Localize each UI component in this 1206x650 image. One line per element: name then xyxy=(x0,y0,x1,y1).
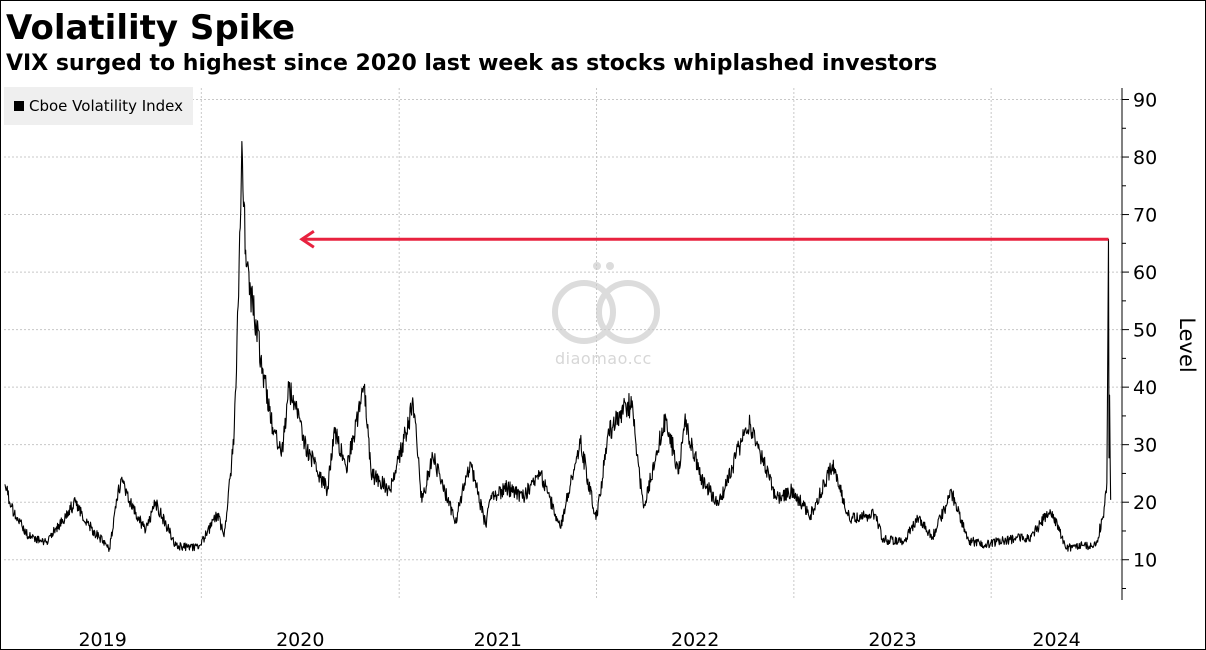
x-tick-label: 2023 xyxy=(868,629,916,650)
x-tick-label: 2021 xyxy=(474,629,522,650)
y-tick-label: 30 xyxy=(1133,435,1157,457)
gridlines xyxy=(4,88,1122,600)
legend-label-cboe-volatility-index: Cboe Volatility Index xyxy=(29,97,184,115)
y-tick-label: 90 xyxy=(1133,90,1157,112)
x-tick-label: 2024 xyxy=(1032,629,1080,650)
y-tick-label: 50 xyxy=(1133,320,1157,342)
x-tick-label: 2020 xyxy=(276,629,324,650)
annotation-layer xyxy=(299,230,1109,249)
y-tick-label: 20 xyxy=(1133,492,1157,514)
y-tick-label: 10 xyxy=(1133,550,1157,572)
y-axis-label: Level xyxy=(1175,317,1199,372)
y-tick-label: 40 xyxy=(1133,377,1157,399)
x-axis: 2019 2020 2021 2022 2023 2024 xyxy=(78,629,1080,650)
series-line-cboe-volatility-index xyxy=(4,140,1112,552)
x-tick-label: 2022 xyxy=(671,629,719,650)
chart-subtitle: VIX surged to highest since 2020 last we… xyxy=(6,51,938,76)
chart-title: Volatility Spike xyxy=(6,8,296,48)
annotation-arrow-head xyxy=(299,230,315,249)
legend: Cboe Volatility Index xyxy=(4,87,194,125)
y-axis: 10 20 30 40 50 60 70 80 90 xyxy=(1121,88,1157,600)
y-tick-label: 60 xyxy=(1133,262,1157,284)
legend-swatch xyxy=(14,101,24,111)
y-tick-label: 70 xyxy=(1133,205,1157,227)
y-tick-label: 80 xyxy=(1133,147,1157,169)
watermark-text: diaomao.cc xyxy=(555,349,652,368)
x-tick-label: 2019 xyxy=(78,629,126,650)
watermark-logo xyxy=(552,262,660,344)
series-layer xyxy=(4,140,1112,552)
